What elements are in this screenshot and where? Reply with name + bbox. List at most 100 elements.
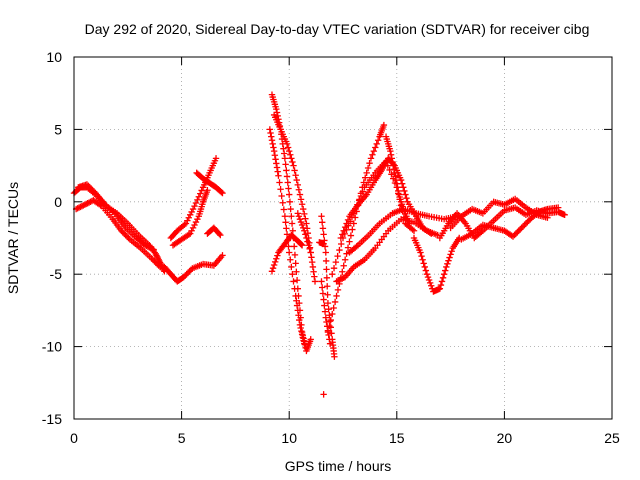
data-point xyxy=(346,238,353,245)
data-point xyxy=(409,226,416,233)
data-point xyxy=(403,194,410,202)
data-point xyxy=(341,230,348,238)
data-point xyxy=(425,276,433,284)
data-point xyxy=(344,244,352,251)
data-point xyxy=(192,199,200,207)
data-point xyxy=(318,278,325,285)
data-point xyxy=(286,147,293,155)
data-point xyxy=(448,248,455,255)
data-point xyxy=(97,201,104,209)
data-point xyxy=(443,263,450,271)
data-point xyxy=(282,219,289,226)
data-point xyxy=(406,220,413,227)
data-point xyxy=(293,302,301,309)
data-point xyxy=(74,205,81,212)
data-point xyxy=(420,260,427,267)
data-point xyxy=(154,253,161,261)
data-point xyxy=(398,180,406,187)
data-point xyxy=(366,159,373,167)
data-point xyxy=(187,266,195,274)
data-point xyxy=(90,188,98,195)
data-point xyxy=(284,179,291,186)
data-point xyxy=(287,205,294,213)
data-point xyxy=(298,242,306,249)
data-point xyxy=(334,286,342,294)
series-arc-14 xyxy=(318,213,338,360)
data-point xyxy=(267,129,274,137)
data-point xyxy=(296,215,304,223)
data-point xyxy=(280,150,288,157)
data-point xyxy=(269,140,276,148)
data-point xyxy=(268,133,275,140)
data-point xyxy=(152,250,159,258)
data-point xyxy=(292,260,299,267)
data-point xyxy=(119,229,126,236)
data-point xyxy=(349,226,356,233)
data-point xyxy=(216,230,223,238)
data-point xyxy=(307,336,314,343)
data-point xyxy=(447,251,454,258)
data-point xyxy=(515,227,522,234)
data-point xyxy=(330,264,338,272)
data-point xyxy=(419,256,426,263)
data-point xyxy=(283,225,290,232)
data-point xyxy=(83,181,91,188)
data-point xyxy=(400,184,407,191)
data-point xyxy=(382,158,390,165)
data-point xyxy=(367,155,375,162)
data-point xyxy=(340,227,347,234)
data-point xyxy=(151,257,158,265)
data-point xyxy=(298,241,305,248)
data-point xyxy=(305,242,312,249)
data-point xyxy=(319,290,327,297)
data-point xyxy=(514,229,521,236)
data-point xyxy=(423,271,431,278)
data-point xyxy=(298,331,306,338)
data-point xyxy=(187,230,194,237)
data-point xyxy=(296,316,303,324)
data-point xyxy=(292,292,299,300)
data-point xyxy=(322,257,330,265)
data-point xyxy=(78,202,86,210)
data-point xyxy=(350,220,357,227)
data-point xyxy=(298,221,306,229)
data-point xyxy=(180,273,187,281)
data-point xyxy=(516,226,524,233)
data-point xyxy=(189,205,197,213)
x-axis-label: GPS time / hours xyxy=(285,458,392,474)
data-point xyxy=(280,206,288,213)
data-point xyxy=(298,201,306,208)
data-point xyxy=(326,340,334,347)
data-point xyxy=(307,249,314,256)
series-arc-9 xyxy=(268,91,314,355)
data-point xyxy=(394,184,401,191)
data-point xyxy=(446,254,453,261)
data-point xyxy=(544,214,551,221)
series-arc-5 xyxy=(167,155,220,242)
data-point xyxy=(319,225,327,232)
data-point xyxy=(274,168,281,175)
data-point xyxy=(273,255,280,262)
data-point xyxy=(524,218,531,226)
data-point xyxy=(322,314,329,321)
y-tick-label: 5 xyxy=(54,121,62,137)
data-point xyxy=(336,246,343,254)
data-point xyxy=(293,297,300,304)
data-point xyxy=(192,218,200,226)
data-point xyxy=(272,258,279,266)
data-point xyxy=(362,174,369,181)
data-point xyxy=(147,244,154,252)
data-point xyxy=(521,221,528,229)
data-point xyxy=(444,260,451,268)
y-axis-label: SDTVAR / TECUs xyxy=(5,182,21,294)
series-arc-11 xyxy=(270,111,319,285)
series-arc-13 xyxy=(294,210,314,256)
data-point xyxy=(339,275,346,282)
data-point xyxy=(278,192,285,200)
data-point xyxy=(333,278,340,285)
data-point xyxy=(287,256,294,263)
data-point xyxy=(293,268,300,275)
data-point xyxy=(326,322,333,330)
data-point xyxy=(155,256,162,263)
data-point xyxy=(332,258,340,266)
